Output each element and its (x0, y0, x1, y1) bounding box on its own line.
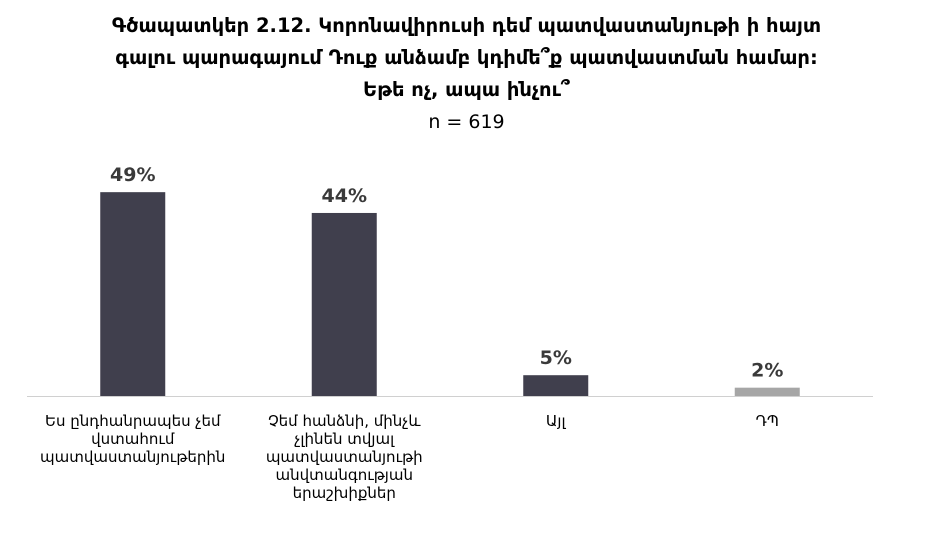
category-label-line: ԴՊ (756, 412, 779, 430)
bar-0 (100, 192, 166, 396)
category-label-line: երաշխիքներ (293, 484, 396, 502)
bar-1 (311, 212, 377, 396)
data-label-2: 5% (540, 347, 572, 369)
category-label-line: վստահում (91, 430, 175, 448)
category-label-line: Չեմ հանձնի, մինչև (268, 412, 421, 430)
chart-title-line-2: գալու պարագայում Դուք անձամբ կդիմե՞ք պատ… (115, 46, 818, 69)
data-label-3: 2% (751, 360, 783, 382)
category-label-line: պատվաստանյութի (266, 448, 423, 466)
bar-2 (523, 375, 589, 396)
data-label-1: 44% (322, 185, 367, 207)
category-label-2: Այլ (546, 412, 567, 430)
category-label-1: Չեմ հանձնի, մինչև չլինեն տվյալ պատվաստանյո… (266, 412, 423, 502)
category-label-line: Ես ընդհանրապես չեմ (45, 412, 221, 430)
category-label-line: անվտանգության (275, 466, 413, 484)
category-label-0: Ես ընդհանրապես չեմ վստահում պատվաստանյութե… (40, 412, 225, 466)
chart-title-line-3: Եթե ոչ, ապա ինչու՞ (363, 78, 570, 101)
category-label-line: չլինեն տվյալ (294, 430, 395, 448)
category-label-3: ԴՊ (756, 412, 779, 430)
chart-title-line-1: Գծապատկեր 2.12. Կորոնավիրուսի դեմ պատվաս… (111, 14, 822, 37)
bar-3 (734, 387, 800, 396)
category-label-line: Այլ (546, 412, 567, 430)
chart-title-block: Գծապատկեր 2.12. Կորոնավիրուսի դեմ պատվաս… (0, 10, 933, 137)
chart-subtitle: n = 619 (428, 111, 505, 133)
data-label-0: 49% (110, 164, 155, 186)
category-label-line: պատվաստանյութերին (40, 448, 225, 466)
